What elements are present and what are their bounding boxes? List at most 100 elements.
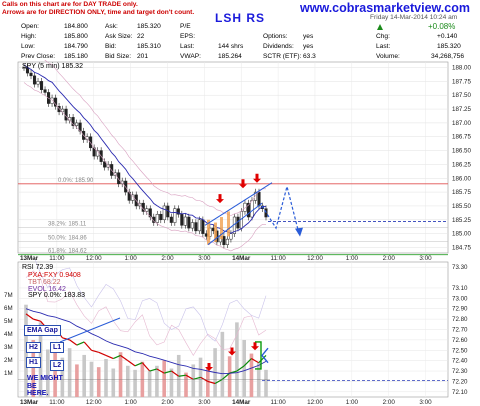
- y-tick-label: 73.10: [452, 285, 468, 292]
- candle: [169, 216, 173, 223]
- candle: [64, 108, 68, 121]
- candle: [120, 180, 124, 185]
- high-value: 185.800: [64, 33, 88, 40]
- last-label: Last:: [180, 43, 195, 50]
- down-arrow-icon: [251, 342, 259, 351]
- candle: [117, 172, 121, 185]
- sctr-label: SCTR (ETF):: [263, 53, 302, 60]
- volume-bar: [191, 364, 196, 397]
- volume-bar: [82, 354, 86, 397]
- highlight-candle: [220, 217, 223, 240]
- trend-line-upper: [204, 182, 273, 226]
- notice-line-1: Calls on this chart are for DAY TRADE on…: [2, 1, 138, 8]
- volume-tick-label: 7M: [4, 292, 13, 299]
- y-tick-label: 186.75: [452, 134, 471, 141]
- price-segment: [258, 355, 267, 364]
- bracket-marker: [255, 341, 262, 370]
- ask-label: Ask:: [105, 23, 118, 30]
- y-tick-label: 188.00: [452, 65, 471, 72]
- price-segment: [156, 368, 165, 374]
- volume-bar: [96, 367, 101, 397]
- y-tick-label: 72.70: [452, 327, 468, 334]
- volume-bar: [235, 322, 239, 397]
- y-tick-label: 72.90: [452, 306, 468, 313]
- y-tick-label: 187.25: [452, 106, 471, 113]
- price-segment: [193, 376, 201, 380]
- down-arrow-icon: [205, 363, 213, 372]
- fib-label: 61.8%: 184.62: [48, 249, 87, 255]
- x-tick-label: 12:00: [86, 399, 102, 406]
- x-tick-label: 14Mar: [232, 255, 251, 260]
- candle: [187, 216, 191, 229]
- volume-bar: [206, 367, 210, 397]
- volume-bar: [162, 360, 166, 397]
- trend-line-lower: [207, 202, 263, 246]
- y-tick-label: 185.25: [452, 217, 471, 224]
- volume-tick-label: 4M: [4, 331, 13, 338]
- y-tick-label: 72.30: [452, 368, 468, 375]
- price-segment: [243, 358, 252, 367]
- y-tick-label: 72.80: [452, 316, 468, 323]
- price-chart-title: SPY (5 min) 185.32: [22, 63, 83, 70]
- price-segment: [113, 354, 121, 360]
- site-url[interactable]: www.cobrasmarketview.com: [300, 1, 470, 15]
- y-tick-label: 185.00: [452, 231, 471, 238]
- dividends-value: yes: [303, 43, 314, 50]
- x-tick-label: 12:00: [307, 399, 323, 406]
- candle: [183, 216, 187, 226]
- candle: [180, 213, 184, 226]
- price-segment: [105, 354, 114, 360]
- x-tick-label: 11:00: [49, 255, 65, 260]
- volume-bar: [31, 340, 36, 397]
- volume-bar: [184, 372, 188, 397]
- candle: [190, 222, 194, 229]
- l2-label: L2: [50, 360, 65, 371]
- y-tick-label: 185.75: [452, 189, 471, 196]
- we-might-line-1: WE MIGHT: [27, 375, 63, 382]
- h2-label: H2: [26, 342, 41, 353]
- ask-value: 185.320: [137, 23, 161, 30]
- x-tick-label: 3:00: [198, 399, 211, 406]
- candle: [32, 75, 37, 85]
- down-arrow-icon: [239, 179, 247, 189]
- overlay-line-2: [34, 260, 267, 342]
- volume-bar: [104, 359, 108, 397]
- candle: [155, 213, 159, 223]
- rsi-volume-chart: 73.30 73.10 73.00 72.90 72.80 72.70 72.60 72.50…: [4, 260, 468, 406]
- price-segment: [69, 339, 78, 346]
- x-tick-label: 3:00: [419, 399, 432, 406]
- bid-size-label: Bid Size:: [105, 53, 132, 60]
- legend-tbt: TBT 68.22: [28, 279, 61, 286]
- highlight-candle: [227, 211, 230, 237]
- volume-value: 34,268,756: [431, 53, 465, 60]
- candle: [57, 106, 61, 113]
- candle: [68, 117, 72, 121]
- fib-label: 50.0%: 184.86: [48, 235, 87, 241]
- y-tick-label: 184.75: [452, 244, 471, 251]
- x-tick-label: 13Mar: [20, 399, 39, 406]
- price-segment: [141, 362, 151, 372]
- eps-label: EPS:: [180, 33, 196, 40]
- candle: [243, 202, 247, 212]
- candle: [194, 222, 198, 232]
- price-segment: [164, 370, 172, 374]
- bid-size-value: 201: [137, 53, 149, 60]
- candle: [201, 219, 205, 234]
- low-value: 184.790: [64, 43, 88, 50]
- x-tick-label: 11:00: [270, 399, 286, 406]
- volume-bar: [220, 331, 225, 397]
- y-tick-label: 72.40: [452, 358, 468, 365]
- candle: [253, 191, 258, 201]
- y-tick-label: 186.50: [452, 148, 471, 155]
- price-segment: [171, 370, 180, 377]
- candle: [29, 72, 33, 77]
- candle: [246, 202, 251, 218]
- moving-average-line: [25, 308, 267, 375]
- x-tick-label: 11:00: [270, 255, 286, 260]
- y-tick-label: 72.60: [452, 337, 468, 344]
- x-tick-label: 1:00: [346, 399, 359, 406]
- volume-bar: [169, 368, 174, 397]
- ask-size-value: 22: [137, 33, 145, 40]
- price-segment: [149, 368, 158, 372]
- x-tick-label: 2:00: [383, 255, 396, 260]
